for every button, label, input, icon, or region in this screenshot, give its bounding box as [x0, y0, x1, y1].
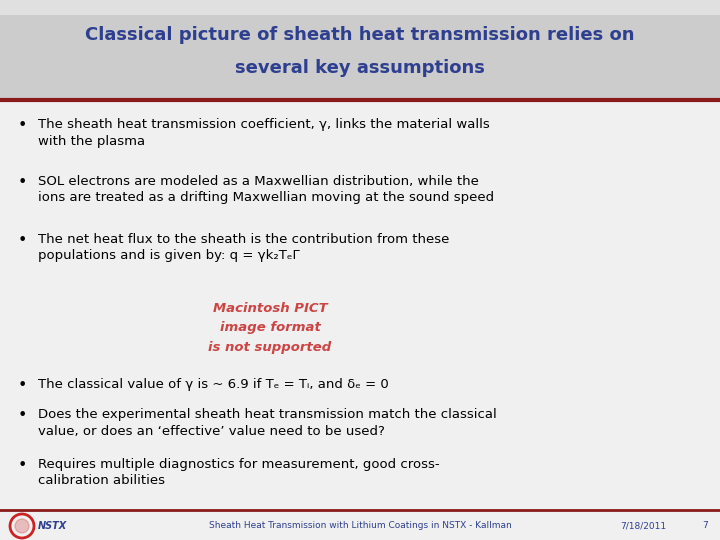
Text: •: •: [17, 233, 27, 248]
Text: •: •: [17, 408, 27, 423]
Text: 7/18/2011: 7/18/2011: [620, 522, 666, 530]
Text: image format: image format: [220, 321, 320, 334]
Text: •: •: [17, 458, 27, 473]
Circle shape: [15, 519, 29, 533]
Text: Macintosh PICT: Macintosh PICT: [212, 301, 328, 314]
FancyBboxPatch shape: [0, 0, 720, 100]
FancyBboxPatch shape: [0, 0, 720, 15]
Text: •: •: [17, 118, 27, 133]
Text: •: •: [17, 378, 27, 393]
Text: NSTX: NSTX: [38, 521, 67, 531]
Text: 7: 7: [702, 522, 708, 530]
Text: is not supported: is not supported: [208, 341, 332, 354]
Text: •: •: [17, 175, 27, 190]
Text: The sheath heat transmission coefficient, γ, links the material walls
with the p: The sheath heat transmission coefficient…: [38, 118, 490, 147]
Text: The classical value of γ is ~ 6.9 if Tₑ = Tᵢ, and δₑ = 0: The classical value of γ is ~ 6.9 if Tₑ …: [38, 378, 389, 391]
Text: Sheath Heat Transmission with Lithium Coatings in NSTX - Kallman: Sheath Heat Transmission with Lithium Co…: [209, 522, 511, 530]
Text: several key assumptions: several key assumptions: [235, 59, 485, 77]
Text: Does the experimental sheath heat transmission match the classical
value, or doe: Does the experimental sheath heat transm…: [38, 408, 497, 437]
Text: Classical picture of sheath heat transmission relies on: Classical picture of sheath heat transmi…: [85, 26, 635, 44]
Text: Requires multiple diagnostics for measurement, good cross-
calibration abilities: Requires multiple diagnostics for measur…: [38, 458, 440, 488]
Text: SOL electrons are modeled as a Maxwellian distribution, while the
ions are treat: SOL electrons are modeled as a Maxwellia…: [38, 175, 494, 205]
Text: The net heat flux to the sheath is the contribution from these
populations and i: The net heat flux to the sheath is the c…: [38, 233, 449, 262]
